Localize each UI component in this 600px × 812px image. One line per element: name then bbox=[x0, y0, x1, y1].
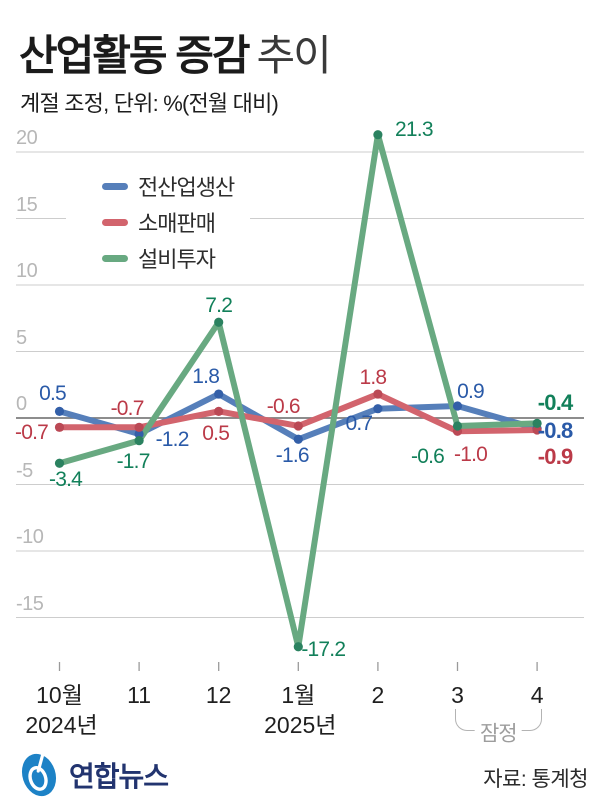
data-point bbox=[452, 421, 463, 431]
legend-swatch-green bbox=[102, 254, 128, 262]
data-point bbox=[293, 642, 303, 652]
data-point bbox=[293, 434, 303, 444]
data-point bbox=[54, 458, 65, 468]
chart-subtitle: 계절 조정, 단위: %(전월 대비) bbox=[20, 91, 279, 116]
data-point bbox=[214, 389, 224, 399]
data-point bbox=[293, 421, 303, 431]
data-point bbox=[134, 429, 144, 439]
title-suffix: 추이 bbox=[256, 32, 332, 79]
provisional-bracket: 잠정 bbox=[454, 709, 543, 748]
yonhap-news-logo: 연합뉴스 bbox=[16, 750, 169, 800]
legend-swatch-red bbox=[102, 218, 128, 226]
data-point bbox=[373, 404, 383, 414]
data-point bbox=[134, 422, 144, 432]
page-title: 산업활동 증감 추이 bbox=[19, 22, 332, 83]
legend-item-retail-sales: 소매판매 bbox=[66, 204, 234, 240]
legend-label: 설비투자 bbox=[138, 247, 216, 272]
data-point bbox=[214, 406, 224, 416]
chart-legend: 전산업생산 소매판매 설비투자 bbox=[66, 164, 251, 280]
data-point bbox=[214, 317, 224, 327]
data-point bbox=[54, 406, 65, 416]
logo-text: 연합뉴스 bbox=[69, 761, 169, 792]
legend-item-facility-investment: 설비투자 bbox=[66, 240, 234, 276]
data-point bbox=[532, 425, 542, 435]
data-point bbox=[373, 389, 383, 399]
title-main: 산업활동 증감 bbox=[19, 32, 251, 79]
yonhap-logo-icon bbox=[21, 750, 57, 797]
legend-label: 전산업생산 bbox=[138, 175, 235, 200]
data-point bbox=[54, 422, 65, 432]
legend-item-all-industry-production: 전산업생산 bbox=[66, 168, 235, 204]
provisional-label: 잠정 bbox=[474, 717, 522, 748]
data-point bbox=[452, 401, 463, 411]
source-credit: 자료: 통계청 bbox=[483, 768, 588, 791]
data-point bbox=[373, 130, 383, 140]
legend-swatch-blue bbox=[102, 182, 128, 190]
legend-label: 소매판매 bbox=[138, 211, 216, 236]
data-point bbox=[134, 436, 144, 446]
data-point bbox=[532, 418, 542, 428]
